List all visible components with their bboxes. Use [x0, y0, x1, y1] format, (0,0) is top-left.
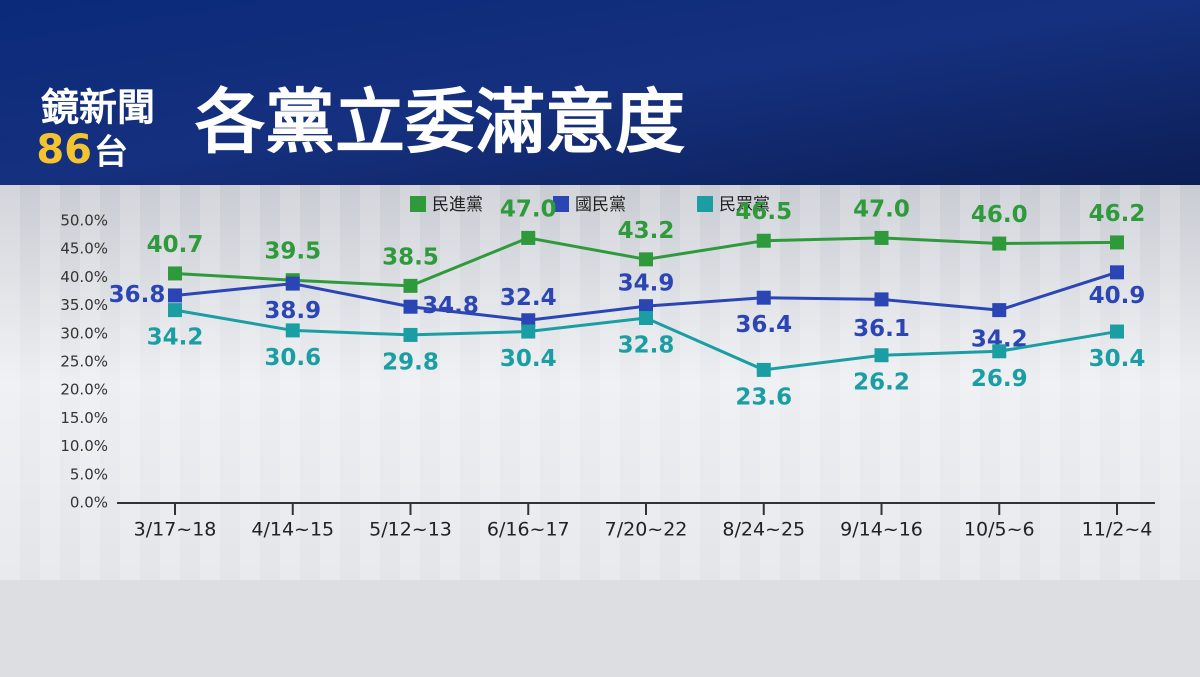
value-label: 23.6: [735, 384, 792, 410]
y-tick-label: 35.0%: [60, 296, 108, 314]
channel-suffix: 台: [94, 133, 128, 173]
point: [403, 299, 418, 314]
value-label: 39.5: [264, 239, 321, 265]
x-tick-label: 9/14~16: [840, 519, 923, 541]
channel-number: 86: [36, 127, 92, 173]
legend-swatch: [697, 196, 713, 212]
value-label: 47.0: [500, 196, 557, 222]
x-tick-label: 4/14~15: [251, 519, 334, 541]
value-label: 34.8: [422, 293, 479, 319]
x-tick-label: 11/2~4: [1082, 519, 1153, 541]
point: [639, 252, 653, 267]
point: [403, 327, 418, 342]
point: [1110, 324, 1124, 339]
value-label: 46.5: [735, 199, 792, 225]
value-label: 26.2: [853, 370, 910, 396]
point: [992, 344, 1007, 359]
point: [403, 278, 418, 293]
x-tick-label: 8/24~25: [722, 519, 805, 541]
y-tick-label: 10.0%: [60, 437, 108, 455]
point: [992, 303, 1007, 318]
point: [521, 324, 536, 339]
point: [168, 288, 182, 303]
legend-label: 民進黨: [432, 195, 483, 215]
header-bg: [0, 0, 1200, 185]
point: [756, 290, 771, 305]
y-tick-label: 25.0%: [60, 353, 108, 371]
value-label: 36.8: [109, 282, 166, 308]
value-label: 40.9: [1089, 283, 1146, 309]
y-tick-label: 45.0%: [60, 240, 108, 258]
point: [285, 323, 300, 338]
point: [168, 266, 182, 281]
value-label: 43.2: [618, 218, 675, 244]
value-label: 38.5: [382, 244, 439, 270]
point: [874, 292, 889, 307]
x-tick-label: 7/20~22: [605, 519, 688, 541]
y-tick-label: 15.0%: [60, 409, 108, 427]
value-label: 30.4: [1089, 346, 1146, 372]
x-tick-label: 6/16~17: [487, 519, 570, 541]
value-label: 30.4: [500, 346, 557, 372]
value-label: 30.6: [264, 345, 321, 371]
point: [756, 233, 771, 248]
point: [521, 230, 536, 245]
value-label: 29.8: [382, 349, 439, 375]
point: [639, 311, 653, 326]
point: [1110, 235, 1124, 250]
value-label: 32.8: [618, 333, 675, 359]
chart-title: 各黨立委滿意度: [195, 80, 685, 163]
footer-bg: [0, 580, 1200, 677]
value-label: 26.9: [971, 366, 1028, 392]
y-tick-label: 5.0%: [70, 465, 108, 483]
legend-swatch: [410, 196, 426, 212]
value-label: 36.1: [853, 316, 910, 342]
y-tick-label: 40.0%: [60, 268, 108, 286]
value-label: 32.4: [500, 285, 557, 311]
y-tick-label: 0.0%: [70, 494, 108, 512]
value-label: 47.0: [853, 196, 910, 222]
value-label: 40.7: [147, 232, 204, 258]
point: [874, 230, 889, 245]
y-tick-label: 50.0%: [60, 212, 108, 230]
y-tick-label: 20.0%: [60, 381, 108, 399]
y-tick-label: 30.0%: [60, 324, 108, 342]
value-label: 46.0: [971, 202, 1028, 228]
legend-label: 國民黨: [575, 195, 626, 215]
value-label: 34.2: [147, 325, 204, 351]
legend-label: 民眾黨: [719, 195, 770, 215]
x-tick-label: 5/12~13: [369, 519, 452, 541]
x-tick-label: 10/5~6: [964, 519, 1035, 541]
point: [639, 299, 653, 314]
point: [874, 348, 889, 363]
value-label: 34.9: [618, 271, 675, 297]
value-label: 38.9: [264, 298, 321, 324]
point: [1110, 265, 1124, 280]
brand: 鏡新聞: [41, 86, 155, 130]
point: [521, 313, 536, 328]
point: [992, 236, 1007, 251]
value-label: 36.4: [735, 312, 792, 338]
legend-swatch: [553, 196, 569, 212]
point: [168, 303, 182, 318]
point: [756, 362, 771, 377]
point: [285, 276, 300, 291]
x-tick-label: 3/17~18: [134, 519, 217, 541]
value-label: 46.2: [1089, 201, 1146, 227]
